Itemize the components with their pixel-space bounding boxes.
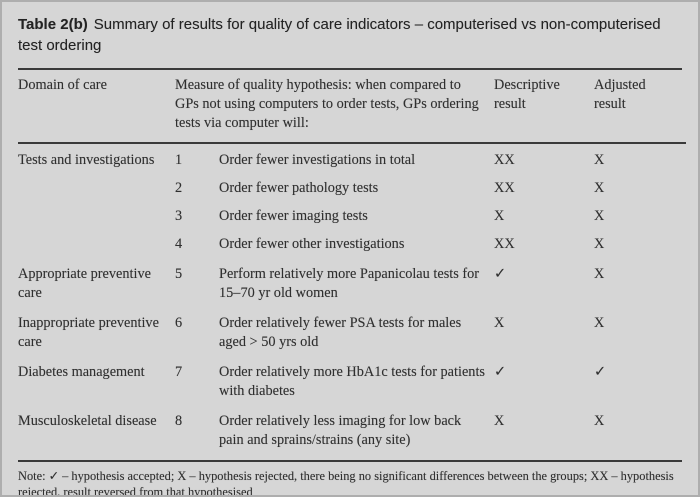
- col-header-domain: Domain of care: [18, 70, 175, 144]
- descriptive-result-cell: X: [494, 413, 505, 429]
- descriptive-result-cell: XX: [494, 152, 515, 168]
- table-row: Diabetes management 7 Order relatively m…: [18, 356, 686, 405]
- descriptive-result-cell: X: [494, 315, 505, 331]
- row-number: 1: [175, 152, 183, 168]
- measure-cell: Order fewer pathology tests: [219, 180, 379, 196]
- table-caption-text: Summary of results for quality of care i…: [18, 16, 661, 54]
- measure-cell: Order fewer other investigations: [219, 236, 405, 252]
- adjusted-result-cell: X: [594, 152, 605, 168]
- descriptive-result-cell: X: [494, 208, 505, 224]
- domain-cell: Musculoskeletal disease: [18, 413, 157, 429]
- descriptive-result-cell: ✓: [494, 266, 506, 282]
- domain-cell: Tests and investigations: [18, 152, 155, 168]
- measure-cell: Order relatively more HbA1c tests for pa…: [219, 364, 485, 399]
- measure-cell: Order fewer imaging tests: [219, 208, 368, 224]
- divider-note: [18, 460, 682, 462]
- row-number: 8: [175, 413, 183, 429]
- descriptive-result-cell: XX: [494, 180, 515, 196]
- descriptive-result-cell: XX: [494, 236, 515, 252]
- col-header-descriptive: Descriptive result: [494, 70, 594, 144]
- table-row: 3 Order fewer imaging tests X X: [18, 202, 686, 230]
- footnote: Note: ✓ – hypothesis accepted; X – hypot…: [18, 469, 674, 497]
- results-table: Domain of care Measure of quality hypoth…: [18, 70, 686, 454]
- adjusted-result-cell: X: [594, 208, 605, 224]
- adjusted-result-cell: X: [594, 236, 605, 252]
- table-row: Inappropriate preventive care 6 Order re…: [18, 307, 686, 356]
- table-caption: Table 2(b) Summary of results for quality…: [18, 14, 682, 56]
- divider-top: [18, 68, 682, 70]
- table-row: Appropriate preventive care 5 Perform re…: [18, 258, 686, 307]
- measure-cell: Order fewer investigations in total: [219, 152, 416, 168]
- adjusted-result-cell: X: [594, 266, 605, 282]
- row-number: 7: [175, 364, 183, 380]
- row-number: 2: [175, 180, 183, 196]
- measure-cell: Perform relatively more Papanicolau test…: [219, 266, 480, 301]
- table-row: 2 Order fewer pathology tests XX X: [18, 174, 686, 202]
- adjusted-result-cell: X: [594, 413, 605, 429]
- measure-cell: Order relatively fewer PSA tests for mal…: [219, 315, 462, 350]
- table-row: Musculoskeletal disease 8 Order relative…: [18, 405, 686, 454]
- table-row: Tests and investigations 1 Order fewer i…: [18, 143, 686, 174]
- adjusted-result-cell: X: [594, 315, 605, 331]
- col-header-measure: Measure of quality hypothesis: when comp…: [175, 70, 494, 144]
- row-number: 4: [175, 236, 183, 252]
- domain-cell: Inappropriate preventive care: [18, 315, 159, 350]
- domain-cell: Appropriate preventive care: [18, 266, 151, 301]
- header-row: Domain of care Measure of quality hypoth…: [18, 70, 686, 144]
- table-row: 4 Order fewer other investigations XX X: [18, 230, 686, 258]
- row-number: 6: [175, 315, 183, 331]
- table-caption-label: Table 2(b): [18, 16, 88, 33]
- col-header-adjusted: Adjusted result: [594, 70, 686, 144]
- domain-cell: Diabetes management: [18, 364, 145, 380]
- row-number: 5: [175, 266, 183, 282]
- row-number: 3: [175, 208, 183, 224]
- measure-cell: Order relatively less imaging for low ba…: [219, 413, 462, 448]
- descriptive-result-cell: ✓: [494, 364, 506, 380]
- adjusted-result-cell: ✓: [594, 364, 606, 380]
- adjusted-result-cell: X: [594, 180, 605, 196]
